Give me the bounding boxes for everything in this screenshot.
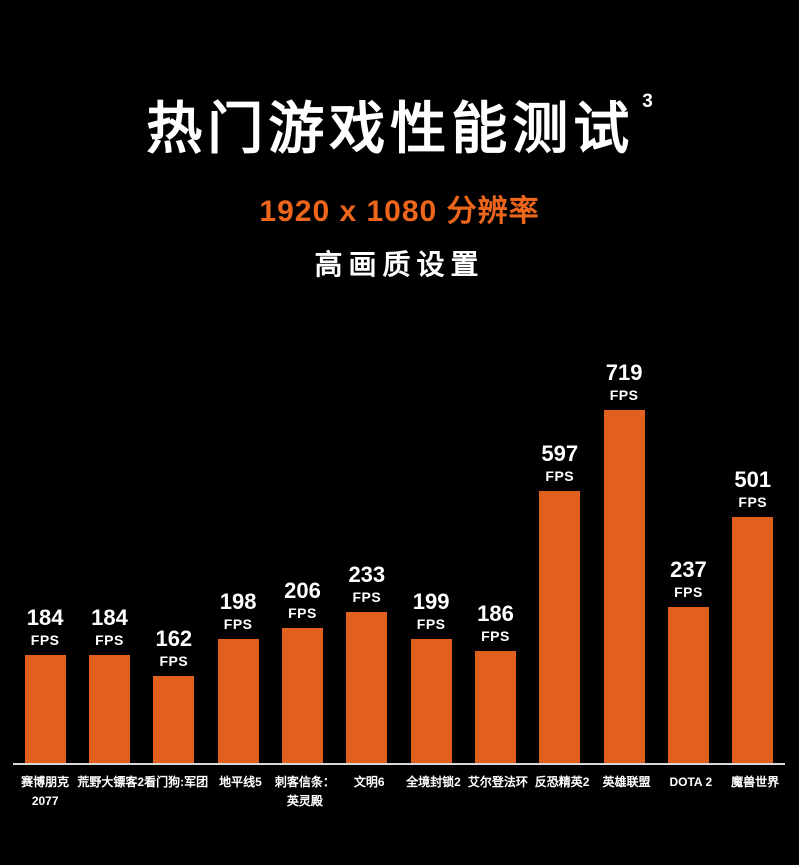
bar [410,639,452,763]
game-label-ac-valhalla: 刺客信条： 英灵殿 [274,775,335,809]
bar-value-unit: FPS [674,584,703,600]
bar-value-unit: FPS [545,468,575,484]
bar-value: 719 [605,360,643,385]
subtitle-quality: 高画质设置 [314,248,485,280]
game-label-elden-ring: 艾尔登法环 [467,775,528,789]
bar-value-unit: FPS [288,605,317,621]
bar-value-unit: FPS [95,632,124,648]
bar [732,517,774,763]
bar-value: 162 [155,626,193,651]
bar [153,676,195,763]
bar-column-rdr2: 184 FPS [77,362,141,763]
game-label-cs2: 反恐精英2 [534,775,590,789]
chart-bars-row: 184 FPS 184 FPS 162 FPS 198 FPS 206 [13,362,785,765]
header: 热门游戏性能测试 3 1920 x 1080 分辨率 高画质设置 [0,0,799,283]
bar [474,651,516,763]
bar-value-unit: FPS [481,628,510,644]
bar-column-wow: 501 FPS [721,362,785,763]
bar-column-dota2: 237 FPS [656,362,720,763]
chart-category-labels: 赛博朋克 2077 荒野大镖客2 看门狗:军团 地平线5 刺客信条： 英灵殿 文… [13,773,785,811]
game-label-wow: 魔兽世界 [731,775,780,789]
bar-column-forza-horizon5: 198 FPS [206,362,270,763]
bar-value: 233 [348,562,386,587]
bar-column-lol: 719 FPS [592,362,656,763]
fps-bar-chart: 184 FPS 184 FPS 162 FPS 198 FPS 206 [13,362,785,811]
bar [88,655,130,763]
bar [667,607,709,763]
game-label-civilization6: 文明6 [353,775,385,789]
bar-value: 184 [91,605,128,630]
page-title: 热门游戏性能测试 3 [146,91,653,160]
game-label-division2: 全境封锁2 [406,775,461,789]
bar-value: 597 [541,441,579,466]
bar-value: 198 [219,589,257,614]
title-footnote-superscript: 3 [642,91,653,112]
bar [24,655,66,763]
page-title-text: 热门游戏性能测试 [146,97,635,160]
bar-column-elden-ring: 186 FPS [463,362,527,763]
bar-column-watchdogs-legion: 162 FPS [142,362,206,763]
bar [281,628,323,763]
bar-column-cyberpunk2077: 184 FPS [13,362,77,763]
subtitle-resolution: 1920 x 1080 分辨率 [259,194,540,228]
game-label-cyberpunk2077: 赛博朋克 2077 [21,775,70,809]
game-label-lol: 英雄联盟 [602,775,651,789]
game-label-watchdogs-legion: 看门狗:军团 [144,775,209,789]
bar [603,410,645,763]
bar-column-cs2: 597 FPS [528,362,592,763]
bar-column-ac-valhalla: 206 FPS [270,362,334,763]
bar-value-unit: FPS [416,616,446,632]
bar [539,491,581,763]
bar [346,612,388,763]
bar-value: 206 [284,578,321,603]
bar-value: 199 [412,589,450,614]
bar-value: 501 [734,467,772,492]
bar-column-division2: 199 FPS [399,362,463,763]
bar-value-unit: FPS [609,387,639,403]
game-label-forza-horizon5: 地平线5 [219,775,262,789]
bar-value-unit: FPS [159,653,189,669]
bar-value: 237 [670,557,707,582]
bar-value-unit: FPS [352,589,382,605]
game-label-rdr2: 荒野大镖客2 [77,775,145,789]
bar-value-unit: FPS [30,632,60,648]
bar-column-civilization6: 233 FPS [335,362,399,763]
bar-value: 186 [477,601,514,626]
bar-value: 184 [26,605,64,630]
game-label-dota2: DOTA 2 [669,775,713,789]
bar-value-unit: FPS [223,616,253,632]
bar [217,639,259,763]
bar-value-unit: FPS [738,494,768,510]
